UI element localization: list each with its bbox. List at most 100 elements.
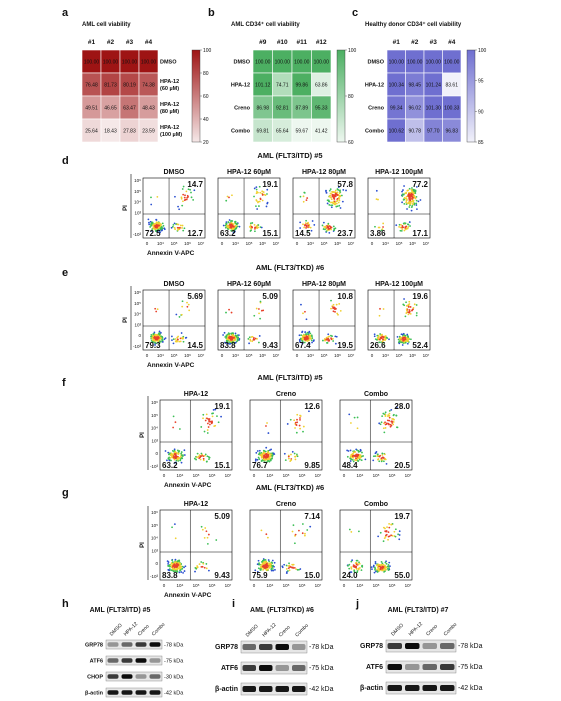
event-dot	[260, 226, 263, 229]
panel-title: AML (FLT3/TKD) #6	[256, 263, 324, 272]
event-dot	[265, 564, 267, 566]
x-tick-label: 10⁴	[267, 473, 274, 478]
event-dot	[383, 431, 386, 434]
event-dot	[378, 338, 381, 341]
event-dot	[265, 425, 267, 427]
event-dot	[236, 225, 239, 228]
event-dot	[262, 309, 265, 312]
event-dot	[362, 455, 364, 457]
event-dot	[225, 334, 228, 337]
event-dot	[361, 451, 363, 454]
event-dot	[295, 568, 298, 571]
event-dot	[330, 206, 333, 209]
event-dot	[294, 427, 296, 429]
cell-value: 81.73	[104, 83, 117, 89]
event-dot	[311, 341, 313, 344]
event-dot	[254, 458, 257, 461]
event-dot	[184, 565, 187, 568]
event-dot	[409, 203, 412, 206]
row-label: DMSO	[160, 60, 177, 66]
event-dot	[262, 456, 265, 459]
event-dot	[393, 418, 395, 421]
event-dot	[174, 563, 177, 566]
event-dot	[327, 335, 330, 338]
cell-value: 100.00	[407, 60, 423, 66]
y-tick-label: 10⁴	[151, 536, 158, 541]
colorbar-label: 90	[478, 109, 484, 115]
event-dot	[285, 571, 288, 573]
blot-band	[107, 690, 119, 695]
event-dot	[355, 457, 357, 460]
cell-value: 100.00	[314, 60, 330, 66]
event-dot	[380, 460, 383, 463]
event-dot	[174, 453, 177, 455]
size-label: -30 kDa	[164, 675, 184, 681]
blot-band	[405, 664, 420, 670]
event-dot	[153, 336, 156, 339]
event-dot	[177, 559, 180, 562]
event-dot	[196, 452, 199, 455]
event-dot	[186, 301, 188, 304]
event-dot	[286, 423, 289, 425]
quadrant-value: 3.86	[370, 229, 386, 238]
event-dot	[154, 344, 156, 346]
event-dot	[405, 301, 407, 304]
event-dot	[384, 421, 386, 424]
event-dot	[398, 534, 401, 536]
panel-letter: d	[62, 155, 69, 167]
event-dot	[234, 332, 237, 335]
size-label: -42 kDa	[458, 685, 483, 692]
event-dot	[266, 451, 269, 454]
event-dot	[148, 221, 150, 224]
plot-title: HPA-12 60µM	[227, 281, 271, 288]
x-tick-label: 0	[163, 473, 166, 478]
quadrant-value: 17.1	[412, 229, 428, 238]
event-dot	[353, 564, 356, 567]
event-dot	[390, 424, 393, 427]
event-dot	[231, 337, 234, 340]
event-dot	[157, 222, 160, 224]
event-dot	[202, 459, 205, 462]
event-dot	[395, 414, 398, 417]
event-dot	[266, 201, 269, 204]
event-dot	[267, 449, 270, 452]
event-dot	[172, 342, 175, 345]
event-dot	[263, 562, 266, 565]
event-dot	[269, 459, 272, 462]
event-dot	[381, 340, 384, 343]
event-dot	[178, 340, 181, 343]
event-dot	[331, 190, 333, 193]
event-dot	[377, 566, 380, 569]
cell-value: 74.71	[276, 83, 289, 89]
event-dot	[150, 333, 153, 336]
event-dot	[155, 310, 158, 313]
event-dot	[328, 227, 331, 230]
blot-band	[440, 685, 455, 691]
x-tick-label: 10⁵	[283, 583, 290, 588]
event-dot	[413, 190, 416, 193]
event-dot	[384, 457, 387, 460]
row-label: Creno	[368, 106, 385, 112]
event-dot	[187, 188, 190, 191]
event-dot	[408, 187, 411, 190]
event-dot	[206, 455, 209, 458]
event-dot	[298, 529, 300, 532]
row-label: Combo	[231, 129, 251, 135]
event-dot	[408, 310, 411, 313]
quadrant-value: 15.1	[262, 229, 278, 238]
event-dot	[358, 562, 361, 565]
quadrant-value: 83.8	[162, 571, 178, 580]
event-dot	[295, 423, 298, 426]
event-dot	[267, 563, 270, 566]
size-label: -78 kDa	[309, 644, 334, 651]
event-dot	[392, 421, 395, 423]
event-dot	[199, 458, 202, 461]
event-dot	[328, 231, 331, 234]
event-dot	[311, 335, 313, 338]
event-dot	[183, 454, 186, 456]
event-dot	[288, 457, 290, 460]
event-dot	[356, 570, 359, 572]
event-dot	[408, 221, 411, 223]
event-dot	[197, 455, 200, 458]
event-dot	[235, 335, 238, 338]
